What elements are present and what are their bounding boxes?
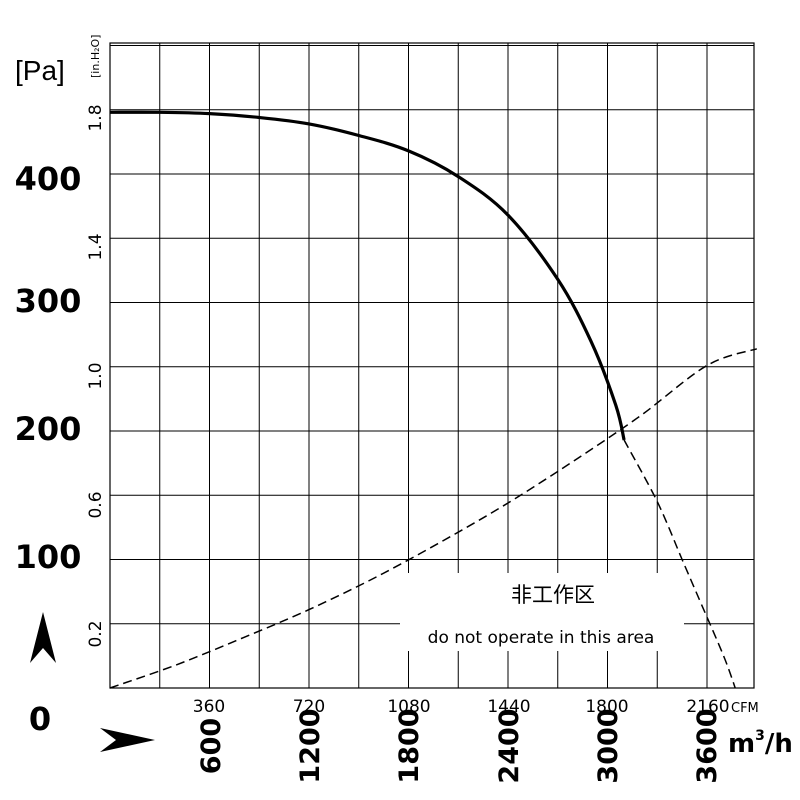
x-m3h-tick-600: 600 [196, 718, 227, 774]
y-pa-tick-100: 100 [15, 538, 82, 576]
annotation-line-en: do not operate in this area [428, 628, 655, 648]
fan-curve-non-operating [623, 439, 736, 689]
cfm-unit-label: CFM [731, 701, 759, 716]
y-inh2o-tick-1-8: 1.8 [86, 104, 106, 131]
y-pa-tick-300: 300 [15, 282, 82, 320]
x-m3h-tick-3600: 3600 [692, 708, 723, 783]
y-pa-ticks: 0 100 200 300 400 [15, 160, 82, 738]
y-pa-tick-0: 0 [29, 700, 51, 738]
y-pa-tick-400: 400 [15, 160, 82, 198]
x-cfm-tick-1080: 1080 [387, 697, 430, 717]
curves [109, 110, 758, 689]
x-cfm-tick-1440: 1440 [487, 697, 530, 717]
x-m3h-tick-1200: 1200 [295, 708, 326, 783]
x-cfm-tick-360: 360 [193, 697, 225, 717]
x-cfm-tick-2160: 2160 [686, 697, 729, 717]
x-cfm-tick-720: 720 [293, 697, 325, 717]
up-arrow-icon [30, 612, 56, 663]
right-arrow-icon [100, 728, 155, 752]
x-m3h-tick-1800: 1800 [394, 708, 425, 783]
annotation-background [400, 573, 684, 651]
system-resistance-curve [109, 348, 758, 689]
inh2o-unit-label: [in.H₂O] [89, 35, 102, 78]
y-inh2o-tick-1-4: 1.4 [86, 233, 106, 260]
y-pa-tick-200: 200 [15, 410, 82, 448]
y-inh2o-tick-1-0: 1.0 [86, 362, 106, 389]
x-cfm-ticks: 360 720 1080 1440 1800 2160 [193, 697, 730, 717]
fan-curve-operating [109, 110, 626, 441]
pa-unit-label: [Pa] [15, 55, 65, 86]
y-inh2o-ticks: 0.2 0.6 1.0 1.4 1.8 [86, 104, 106, 647]
non-operating-annotation: 非工作区 do not operate in this area [400, 573, 684, 651]
y-inh2o-tick-0-2: 0.2 [86, 620, 106, 647]
x-m3h-ticks: 600 1200 1800 2400 3000 3600 [196, 708, 723, 783]
plot-frame [109, 42, 755, 689]
x-cfm-tick-1800: 1800 [585, 697, 628, 717]
annotation-line-zh: 非工作区 [511, 583, 595, 607]
y-inh2o-tick-0-6: 0.6 [86, 491, 106, 518]
m3h-unit-label: m3/h [728, 728, 793, 759]
x-m3h-tick-3000: 3000 [593, 708, 624, 783]
x-m3h-tick-2400: 2400 [494, 708, 525, 783]
